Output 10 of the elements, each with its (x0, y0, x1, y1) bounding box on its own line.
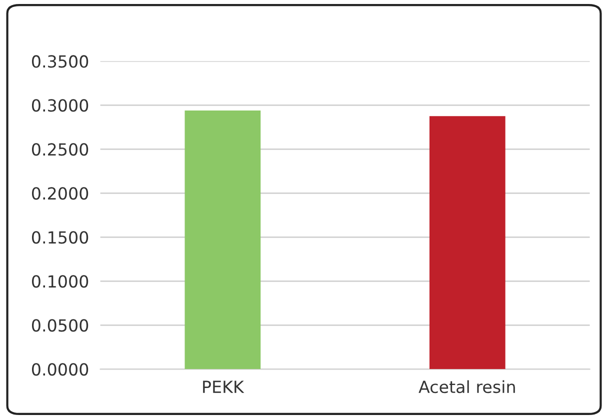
y-tick-label: 0.3500 (32, 55, 88, 68)
y-tick-label: 0.3000 (32, 99, 88, 112)
y-tick-label: 0.2500 (32, 143, 88, 156)
y-tick-label: 0.0500 (32, 319, 88, 332)
y-tick-label: 0.1500 (32, 231, 88, 244)
y-tick-label: 0.0000 (32, 363, 88, 376)
y-tick-label: 0.2000 (32, 187, 88, 200)
x-tick-label: PEKK (203, 380, 244, 393)
x-tick-label: Acetal resin (418, 380, 515, 394)
y-tick-label: 0.1000 (32, 275, 88, 288)
